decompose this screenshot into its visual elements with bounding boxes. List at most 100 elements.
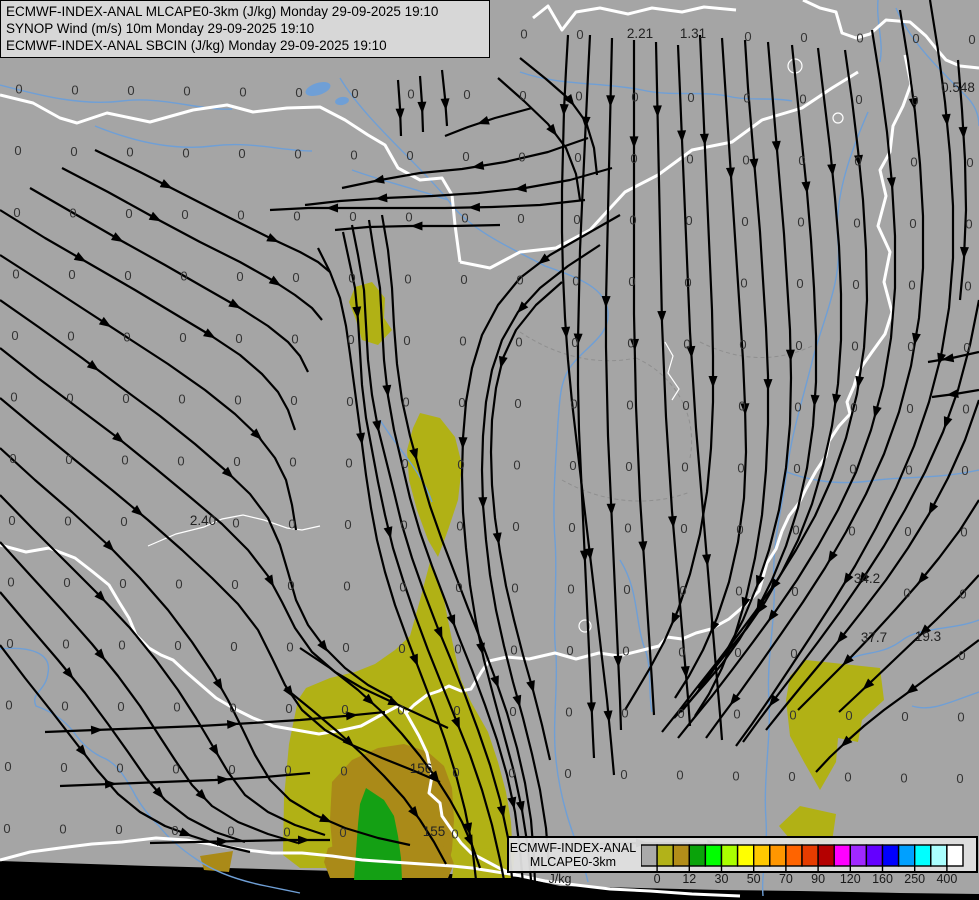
- streamline: [0, 644, 251, 854]
- grid-zero-label: 0: [570, 397, 577, 412]
- streamline-arrowhead: [729, 693, 741, 706]
- streamline: [604, 37, 623, 731]
- grid-zero-label: 0: [686, 152, 693, 167]
- grid-zero-label: 0: [5, 698, 12, 713]
- streamline-arrowhead: [342, 735, 355, 748]
- grid-zero-label: 0: [620, 767, 627, 782]
- streamline: [0, 541, 299, 845]
- streamline-arrowhead: [740, 403, 750, 416]
- river: [339, 77, 609, 883]
- grid-zero-label: 0: [512, 519, 519, 534]
- streamline-arrowhead: [195, 788, 208, 801]
- streamline: [519, 57, 599, 176]
- streamline: [838, 574, 979, 713]
- streamline-arrowhead: [603, 710, 613, 723]
- grid-zero-label: 0: [117, 699, 124, 714]
- streamline-arrowhead: [268, 275, 282, 286]
- grid-zero-label: 0: [799, 91, 806, 106]
- grid-zero-label: 0: [510, 642, 517, 657]
- grid-zero-label: 0: [564, 766, 571, 781]
- streamline: [269, 198, 586, 212]
- grid-zero-label: 0: [12, 266, 19, 281]
- grid-zero-label: 0: [451, 826, 458, 841]
- grid-zero-label: 0: [122, 391, 129, 406]
- streamline-arrowhead: [801, 181, 811, 194]
- grid-zero-label: 0: [960, 525, 967, 540]
- grid-zero-label: 0: [120, 514, 127, 529]
- grid-zero-label: 0: [239, 84, 246, 99]
- streamline-arrowhead: [559, 103, 569, 117]
- streamline-arrowhead: [463, 822, 473, 836]
- streamline: [705, 9, 925, 739]
- grid-zero-label: 0: [121, 453, 128, 468]
- sbcin-value-label: 2.40: [190, 513, 216, 528]
- streamline-arrowhead: [356, 432, 366, 446]
- grid-zero-label: 0: [236, 269, 243, 284]
- grid-zero-label: 0: [737, 460, 744, 475]
- grid-zero-label: 0: [288, 516, 295, 531]
- grid-zero-label: 0: [677, 706, 684, 721]
- streamline-arrowhead: [859, 571, 870, 585]
- streamline: [0, 347, 449, 729]
- grid-zero-label: 0: [676, 768, 683, 783]
- county-border-lines: [519, 331, 813, 502]
- grid-zero-label: 0: [568, 520, 575, 535]
- streamline-arrowhead: [908, 97, 918, 111]
- grid-zero-label: 0: [294, 147, 301, 162]
- grid-zero-label: 0: [631, 89, 638, 104]
- grid-zero-label: 0: [740, 276, 747, 291]
- grid-zero-label: 0: [350, 147, 357, 162]
- streamline-arrowhead: [537, 253, 551, 265]
- grid-zero-label: 0: [227, 824, 234, 839]
- grid-zero-label: 0: [513, 458, 520, 473]
- streamline-arrowhead: [943, 416, 953, 429]
- grid-zero-label: 0: [567, 581, 574, 596]
- grid-zero-label: 0: [181, 207, 188, 222]
- grid-zero-label: 0: [849, 462, 856, 477]
- streamline-arrowhead: [928, 502, 939, 515]
- river: [351, 169, 449, 201]
- streamline-arrowhead: [613, 655, 623, 668]
- streamline: [0, 397, 441, 784]
- grid-zero-label: 0: [401, 456, 408, 471]
- colorbar-cell: [817, 844, 835, 867]
- grid-zero-label: 0: [791, 584, 798, 599]
- grid-zero-label: 0: [622, 644, 629, 659]
- grid-zero-label: 0: [625, 459, 632, 474]
- grid-zero-label: 0: [909, 216, 916, 231]
- streamline-arrowhead: [667, 515, 677, 529]
- grid-zero-label: 0: [4, 759, 11, 774]
- grid-zero-label: 0: [230, 639, 237, 654]
- legend-title-line2: MLCAPE0-3km: [529, 854, 617, 869]
- grid-zero-label: 0: [968, 32, 975, 47]
- grid-zero-label: 0: [905, 462, 912, 477]
- grid-zero-label: 0: [738, 399, 745, 414]
- streamline-arrowhead: [383, 526, 393, 540]
- grid-zero-label: 0: [287, 578, 294, 593]
- streamline-arrowhead: [827, 550, 838, 564]
- legend-title-line1: ECMWF-INDEX-ANAL: [509, 840, 637, 855]
- grid-zero-label: 0: [462, 149, 469, 164]
- grid-zero-label: 0: [173, 700, 180, 715]
- grid-zero-label: 0: [233, 454, 240, 469]
- grid-zero-label: 0: [342, 640, 349, 655]
- grid-zero-label: 0: [621, 705, 628, 720]
- grid-zero-label: 0: [351, 86, 358, 101]
- colorbar-cell: [930, 844, 948, 867]
- streamline-arrowhead: [73, 252, 87, 262]
- streamline-arrowhead: [266, 233, 280, 243]
- grid-zero-label: 0: [461, 210, 468, 225]
- streamline-arrowhead: [102, 539, 115, 552]
- streamline-arrowhead: [387, 696, 401, 706]
- grid-zero-label: 0: [844, 770, 851, 785]
- grid-zero-label: 0: [8, 513, 15, 528]
- grid-zero-label: 0: [509, 704, 516, 719]
- streamline: [440, 69, 449, 127]
- grid-zero-label: 0: [958, 648, 965, 663]
- sbcin-value-label: 1.31: [680, 26, 706, 41]
- grid-zero-label: 0: [70, 144, 77, 159]
- grid-zero-label: 0: [126, 145, 133, 160]
- grid-zero-label: 0: [852, 277, 859, 292]
- grid-zero-label: 0: [961, 463, 968, 478]
